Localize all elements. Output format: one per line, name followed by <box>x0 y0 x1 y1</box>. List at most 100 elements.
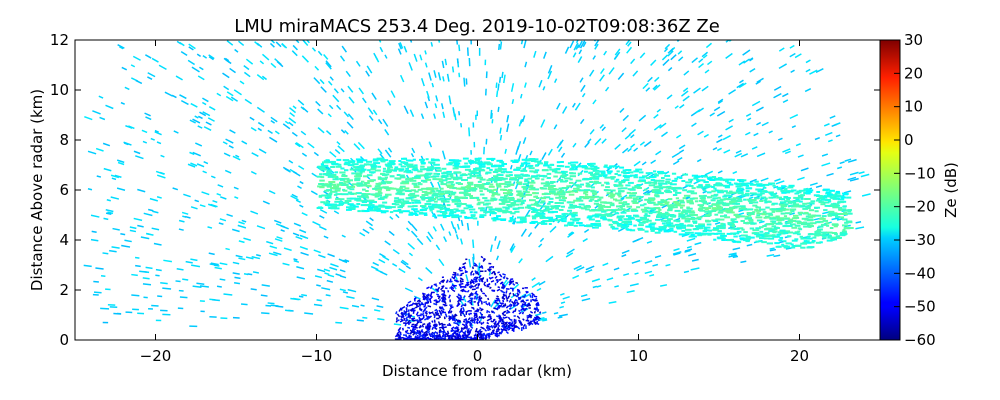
ze-gate <box>759 200 764 202</box>
ze-gate <box>629 229 636 232</box>
ze-gate <box>733 205 741 208</box>
ze-gate <box>768 130 773 134</box>
ze-gate <box>735 202 740 205</box>
ze-gate <box>802 202 807 205</box>
ze-gate <box>120 101 125 105</box>
ze-gate <box>661 131 668 138</box>
ze-gate <box>451 339 454 340</box>
ze-gate <box>474 159 481 162</box>
ze-gate <box>462 296 467 303</box>
ze-gate <box>743 198 747 201</box>
ze-gate <box>697 204 705 207</box>
ze-gate <box>410 189 416 192</box>
ze-gate <box>299 180 304 185</box>
ze-gate <box>841 196 846 199</box>
ze-gate <box>660 226 666 229</box>
ze-gate <box>251 152 259 157</box>
ze-gate <box>705 183 711 186</box>
ze-gate <box>468 161 475 164</box>
ze-gate <box>449 299 451 303</box>
ze-gate <box>336 158 342 161</box>
ze-gate <box>503 200 511 203</box>
ze-gate <box>269 136 278 143</box>
ze-gate <box>436 178 443 181</box>
ze-gate <box>483 203 489 206</box>
ze-gate <box>137 188 146 193</box>
ze-gate <box>633 147 639 152</box>
ze-gate <box>357 195 361 198</box>
ze-gate <box>419 168 426 171</box>
ze-gate <box>484 59 487 66</box>
ze-gate <box>581 165 588 168</box>
ze-gate <box>190 102 198 108</box>
x-tick-label: −20 <box>140 347 172 365</box>
ze-gate <box>392 263 398 267</box>
ze-gate <box>473 301 476 303</box>
ze-gate <box>374 56 380 63</box>
ze-gate <box>210 175 216 179</box>
ze-gate <box>538 79 543 88</box>
ze-gate <box>614 143 621 150</box>
ze-gate <box>517 294 519 297</box>
ze-gate <box>621 171 627 174</box>
ze-gate <box>644 181 652 184</box>
ze-gate <box>571 213 577 216</box>
ze-gate <box>567 209 573 212</box>
ze-gate <box>320 176 325 179</box>
ze-gate <box>347 85 354 93</box>
ze-gate <box>732 255 739 259</box>
ze-gate <box>828 210 835 213</box>
ze-gate <box>755 80 761 85</box>
ze-gate <box>427 96 431 102</box>
ze-gate <box>338 202 345 205</box>
ze-gate <box>664 211 669 214</box>
ze-gate <box>202 170 207 174</box>
ze-gate <box>834 233 838 236</box>
ze-gate <box>518 177 524 180</box>
ze-gate <box>599 196 604 199</box>
ze-gate <box>339 275 347 279</box>
ze-gate <box>621 223 628 226</box>
ze-gate <box>725 40 731 43</box>
ze-gate <box>708 210 713 213</box>
ze-gate <box>448 212 454 215</box>
ze-gate <box>513 159 520 162</box>
ze-gate <box>583 189 591 192</box>
ze-gate <box>460 238 464 245</box>
ze-gate <box>341 175 348 177</box>
ze-gate <box>123 141 132 146</box>
ze-gate <box>516 194 522 197</box>
ze-gate <box>844 158 852 162</box>
ze-gate <box>313 151 319 157</box>
ze-gate <box>592 99 597 105</box>
ze-gate <box>456 223 460 230</box>
ze-gate <box>476 203 481 206</box>
ze-gate <box>778 239 783 242</box>
ze-gate <box>426 235 432 243</box>
ze-gate <box>325 294 331 297</box>
ze-gate <box>399 193 405 196</box>
ze-gate <box>635 168 643 171</box>
ze-gate <box>697 234 702 237</box>
ze-gate <box>513 304 515 307</box>
ze-gate <box>747 199 753 202</box>
ze-gate <box>360 204 365 207</box>
ze-gate <box>774 242 780 245</box>
ze-gate <box>112 227 120 231</box>
ze-gate <box>791 210 795 213</box>
ze-gate <box>789 113 799 120</box>
ze-gate <box>187 59 195 66</box>
ze-gate <box>620 226 628 229</box>
ze-gate <box>806 207 811 209</box>
ze-gate <box>652 263 659 267</box>
ze-gate <box>594 40 600 47</box>
ze-gate <box>145 266 153 270</box>
ze-gate <box>100 275 106 277</box>
ze-gate <box>273 251 282 256</box>
ze-gate <box>628 194 636 197</box>
ze-gate <box>648 223 655 226</box>
ze-gate <box>415 303 419 305</box>
ze-gate <box>190 162 198 167</box>
ze-gate <box>501 318 504 322</box>
ze-gate <box>410 230 418 238</box>
